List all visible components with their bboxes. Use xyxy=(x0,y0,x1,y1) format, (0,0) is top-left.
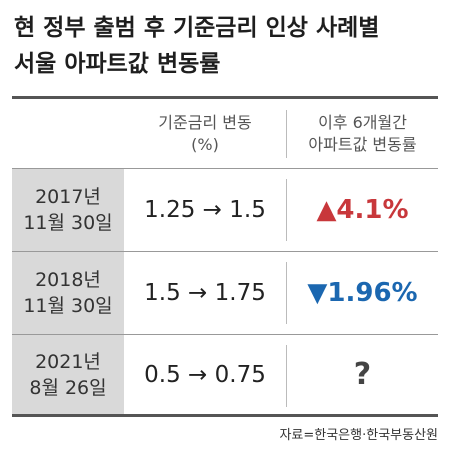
title-line-1: 현 정부 출범 후 기준금리 인상 사례별 xyxy=(14,15,380,41)
date-day: 11월 30일 xyxy=(23,295,113,317)
date-day: 11월 30일 xyxy=(23,212,113,234)
table-row: 2021년 8월 26일 0.5 → 0.75 ? xyxy=(12,335,438,414)
header-price-change: 이후 6개월간 아파트값 변동률 xyxy=(287,103,438,165)
header-divider xyxy=(286,110,287,158)
price-change-cell: ? xyxy=(353,357,372,392)
date-cell: 2017년 11월 30일 xyxy=(12,169,124,251)
column-divider xyxy=(286,262,287,324)
header-rate-line-1: 기준금리 변동 xyxy=(158,113,252,132)
date-cell: 2018년 11월 30일 xyxy=(12,252,124,334)
date-day: 8월 26일 xyxy=(29,376,107,399)
date-year: 2021년 xyxy=(35,350,101,373)
row-divider xyxy=(12,251,438,252)
date-year: 2017년 xyxy=(35,186,101,208)
header-rate-line-2: (%) xyxy=(191,135,219,154)
title-line-2: 서울 아파트값 변동률 xyxy=(14,51,221,77)
column-divider xyxy=(286,179,287,241)
row-divider xyxy=(12,334,438,335)
table-top-rule xyxy=(12,96,438,99)
rate-change-cell: 1.5 → 1.75 xyxy=(144,280,266,306)
price-change-cell: ▲4.1% xyxy=(316,195,409,225)
source-note: 자료=한국은행·한국부동산원 xyxy=(279,428,438,443)
rate-change-cell: 0.5 → 0.75 xyxy=(144,361,266,388)
column-divider xyxy=(286,345,287,407)
table-row: 2018년 11월 30일 1.5 → 1.75 ▼1.96% xyxy=(12,252,438,334)
header-rate-change: 기준금리 변동 (%) xyxy=(124,103,286,165)
table-bottom-rule xyxy=(12,414,438,417)
row-divider xyxy=(12,168,438,169)
date-year: 2018년 xyxy=(35,269,101,291)
table-row: 2017년 11월 30일 1.25 → 1.5 ▲4.1% xyxy=(12,169,438,251)
price-change-cell: ▼1.96% xyxy=(307,278,418,308)
infographic-title: 현 정부 출범 후 기준금리 인상 사례별 서울 아파트값 변동률 xyxy=(14,10,434,82)
rate-change-cell: 1.25 → 1.5 xyxy=(144,197,266,223)
date-cell: 2021년 8월 26일 xyxy=(12,335,124,414)
header-change-line-1: 이후 6개월간 xyxy=(318,113,407,132)
header-change-line-2: 아파트값 변동률 xyxy=(308,135,417,154)
